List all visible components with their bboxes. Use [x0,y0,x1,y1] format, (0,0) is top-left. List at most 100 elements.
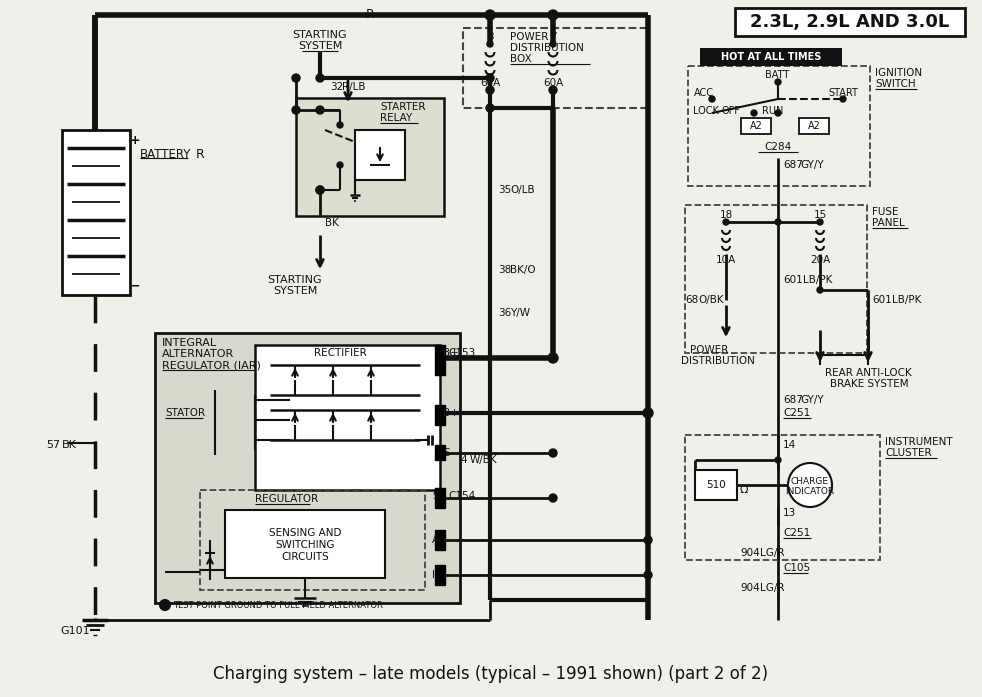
Bar [685,205,867,353]
Text: 60A: 60A [480,78,500,88]
Text: Y/W: Y/W [510,308,530,318]
Circle shape [550,41,556,47]
Text: BATT: BATT [765,70,790,80]
Text: +: + [130,134,140,147]
Circle shape [840,96,846,102]
Text: S: S [432,491,439,501]
Circle shape [775,110,781,116]
Text: 601: 601 [783,275,802,285]
Text: 510: 510 [706,480,726,490]
Text: A: A [432,535,439,545]
Text: SENSING AND: SENSING AND [269,528,342,538]
Text: 4: 4 [460,455,466,465]
Text: CHARGE: CHARGE [791,477,829,486]
Text: REGULATOR (IAR): REGULATOR (IAR) [162,360,261,370]
Text: INDICATOR: INDICATOR [786,487,835,496]
Text: TEST POINT GROUND TO FULL FIELD ALTERNATOR: TEST POINT GROUND TO FULL FIELD ALTERNAT… [173,601,383,609]
Text: DISTRIBUTION: DISTRIBUTION [681,356,755,366]
Bar [435,405,445,425]
Text: FUSE: FUSE [872,207,899,217]
Text: I: I [432,570,435,580]
Bar [435,445,445,460]
Circle shape [644,536,652,544]
Text: BRAKE SYSTEM: BRAKE SYSTEM [830,379,908,389]
Bar [463,28,648,108]
Text: 14: 14 [783,440,796,450]
Text: CIRCUITS: CIRCUITS [281,552,329,562]
Text: 20A: 20A [810,255,830,265]
Text: RELAY: RELAY [380,113,412,123]
Text: SYSTEM: SYSTEM [298,41,342,51]
Text: SWITCH: SWITCH [875,79,915,89]
Bar [255,345,440,490]
Text: STARTER: STARTER [380,102,425,112]
Circle shape [316,186,324,194]
Circle shape [775,219,781,225]
Text: 13: 13 [783,508,796,518]
Text: B+: B+ [443,348,459,358]
Text: R/LB: R/LB [342,82,365,92]
Bar [688,66,870,186]
Text: ALTERNATOR: ALTERNATOR [162,349,235,359]
Text: R: R [195,148,204,161]
Circle shape [644,571,652,579]
Text: INTEGRAL: INTEGRAL [162,338,217,348]
Bar [62,130,130,295]
Circle shape [316,74,324,82]
Text: 38: 38 [498,265,512,275]
Circle shape [485,10,495,20]
Circle shape [548,10,558,20]
Circle shape [337,162,343,168]
Bar [741,118,771,134]
Text: O/BK: O/BK [698,295,724,305]
Circle shape [788,463,832,507]
Circle shape [316,186,324,194]
Text: 36: 36 [498,308,512,318]
Text: C154: C154 [448,491,475,501]
Text: BK/O: BK/O [510,265,535,275]
Text: 687: 687 [783,160,803,170]
Bar [685,435,880,560]
Text: G101: G101 [60,626,89,636]
Circle shape [751,110,757,116]
Text: SWITCHING: SWITCHING [275,540,335,550]
Text: LB/PK: LB/PK [892,295,921,305]
Circle shape [486,86,494,94]
Text: 68: 68 [685,295,698,305]
Text: ACC: ACC [694,88,714,98]
Text: C284: C284 [764,142,791,152]
Text: INSTRUMENT: INSTRUMENT [885,437,953,447]
Text: 57: 57 [46,440,60,450]
Bar [435,345,445,375]
Text: REGULATOR: REGULATOR [255,494,318,504]
Text: R: R [365,8,374,21]
Text: SYSTEM: SYSTEM [273,286,317,296]
Text: BOX: BOX [510,54,531,64]
Text: 7: 7 [550,32,557,42]
Text: B+: B+ [443,408,459,418]
Text: STATOR: STATOR [165,408,205,418]
Bar [355,130,405,180]
Text: 32: 32 [330,82,344,92]
Text: CLUSTER: CLUSTER [885,448,932,458]
Circle shape [548,353,558,363]
Text: 15: 15 [813,210,827,220]
Text: −: − [130,280,140,293]
Text: HOT AT ALL TIMES: HOT AT ALL TIMES [721,52,821,62]
Text: W/BK: W/BK [470,455,498,465]
Text: BATTERY: BATTERY [140,148,191,161]
Text: GY/Y: GY/Y [800,160,824,170]
Bar [799,118,829,134]
Circle shape [486,104,494,112]
Circle shape [643,408,653,418]
Text: GY/Y: GY/Y [800,395,824,405]
Text: C105: C105 [783,563,810,573]
Circle shape [487,41,493,47]
Text: POWER: POWER [690,345,729,355]
Bar [695,470,737,500]
Bar [296,98,444,216]
Circle shape [549,449,557,457]
Text: A2: A2 [807,121,820,131]
Circle shape [817,287,823,293]
Text: STARTING: STARTING [293,30,348,40]
